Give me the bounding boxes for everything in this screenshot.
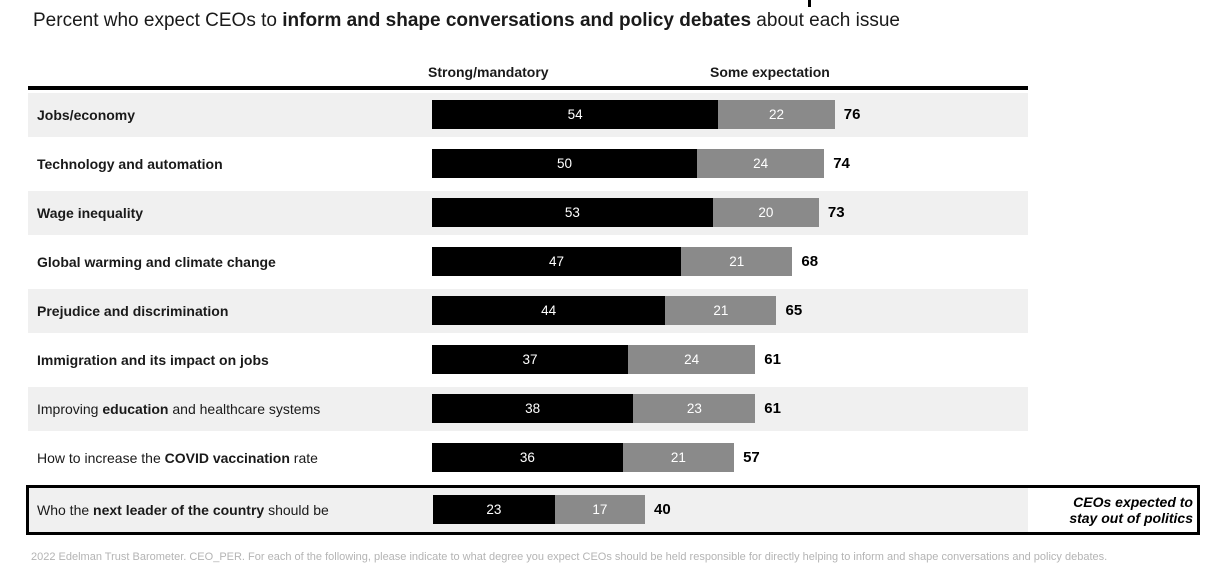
row-label-part: education [102,401,169,417]
strong-bar-segment: 37 [432,345,629,374]
bar-group: 23 17 40 [433,495,671,524]
total-value-label: 57 [743,449,760,466]
row-label-part: should be [264,502,329,518]
strong-bar-segment: 38 [432,394,634,423]
row-label-part: Wage inequality [37,205,144,221]
row-label: Technology and automation [37,142,223,186]
row-label-part: Who the [37,502,94,518]
bar-group: 37 24 61 [432,345,781,374]
row-label: Jobs/economy [37,93,135,137]
chart-row: Wage inequality 53 20 73 [28,191,1028,235]
chart-rows: Jobs/economy 54 22 76 Technology and aut… [26,93,1200,535]
strong-bar-segment: 53 [432,198,713,227]
chart-row: Prejudice and discrimination 44 21 65 [28,289,1028,333]
bar-group: 38 23 61 [432,394,781,423]
some-bar-segment: 21 [665,296,777,325]
row-label-part: next leader of the country [93,502,265,518]
chart-row: How to increase the COVID vaccination ra… [28,436,1028,480]
bar-group: 47 21 68 [432,247,818,276]
strong-bar-segment: 47 [432,247,682,276]
stacked-bar-chart: Strong/mandatory Some expectation Jobs/e… [26,60,1200,540]
row-label-part: COVID vaccination [164,450,290,466]
strong-bar-segment: 36 [432,443,623,472]
some-bar-segment: 21 [681,247,793,276]
row-label-part: Immigration and its impact on jobs [37,352,269,368]
bar-group: 44 21 65 [432,296,802,325]
total-value-label: 68 [801,253,819,270]
strong-bar-segment: 54 [432,100,719,129]
source-footnote: 2022 Edelman Trust Barometer. CEO_PER. F… [31,551,1108,563]
total-value-label: 65 [785,302,803,319]
row-label-part: rate [289,450,318,466]
page-title: Percent who expect CEOs to inform and sh… [33,9,900,33]
row-label-part: Technology and automation [37,156,223,172]
total-value-label: 61 [764,400,781,417]
chart-row: Jobs/economy 54 22 76 [28,93,1028,137]
some-bar-segment: 24 [628,345,756,374]
row-label: Improving education and healthcare syste… [37,387,320,431]
column-header-strong: Strong/mandatory [428,64,549,80]
total-value-label: 40 [653,501,671,518]
chart-row: Improving education and healthcare syste… [28,387,1028,431]
row-label: Wage inequality [37,191,143,235]
cropped-artifact-tick [808,0,811,7]
title-bold-phrase: inform and shape conversations and polic… [282,10,752,31]
some-bar-segment: 23 [633,394,756,423]
callout-note: CEOs expected to stay out of politics [1069,488,1193,532]
strong-bar-segment: 44 [432,296,666,325]
callout-line2: stay out of politics [1069,510,1193,526]
row-label-part: Jobs/economy [37,107,136,123]
bar-group: 53 20 73 [432,198,845,227]
bar-group: 54 22 76 [432,100,860,129]
row-label: Global warming and climate change [37,240,276,284]
chart-row: Global warming and climate change 47 21 … [28,240,1028,284]
row-label-part: Global warming and climate change [37,254,276,270]
column-headers: Strong/mandatory Some expectation [28,60,1028,90]
row-label-part: How to increase the [37,450,165,466]
title-suffix: about each issue [751,10,900,31]
row-label-part: and healthcare systems [168,401,321,417]
some-bar-segment: 22 [718,100,835,129]
row-label-part: Improving [37,401,103,417]
row-label: Who the next leader of the country shoul… [37,488,329,532]
row-label: How to increase the COVID vaccination ra… [37,436,318,480]
some-bar-segment: 21 [622,443,735,472]
strong-bar-segment: 23 [433,495,555,524]
row-label: Immigration and its impact on jobs [37,338,269,382]
row-label: Prejudice and discrimination [37,289,228,333]
some-bar-segment: 17 [554,495,645,524]
chart-row: Technology and automation 50 24 74 [28,142,1028,186]
column-header-some: Some expectation [710,64,830,80]
bar-group: 50 24 74 [432,149,850,178]
some-bar-segment: 24 [697,149,825,178]
total-value-label: 73 [827,204,845,221]
strong-bar-segment: 50 [432,149,697,178]
callout-line1: CEOs expected to [1073,494,1193,510]
total-value-label: 76 [843,106,861,123]
some-bar-segment: 20 [712,198,819,227]
chart-row: Immigration and its impact on jobs 37 24… [28,338,1028,382]
total-value-label: 74 [833,155,850,172]
chart-row: Who the next leader of the country shoul… [26,485,1200,535]
bar-group: 36 21 57 [432,443,760,472]
title-prefix: Percent who expect CEOs to [33,10,283,31]
total-value-label: 61 [764,351,781,368]
row-label-part: Prejudice and discrimination [37,303,229,319]
